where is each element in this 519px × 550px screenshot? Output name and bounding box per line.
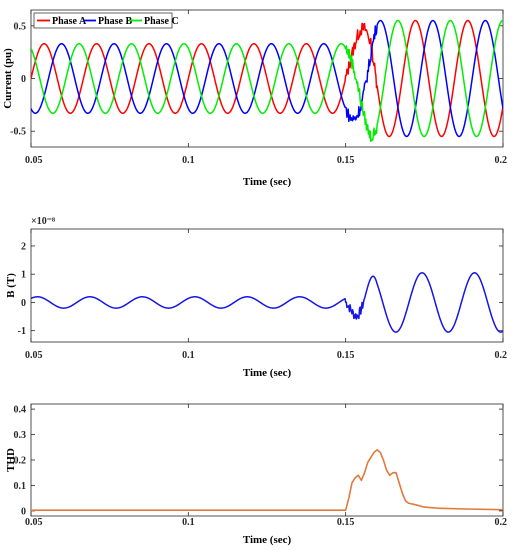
y-tick-label: 0 — [21, 74, 26, 85]
x-axis-label: Time (sec) — [243, 534, 292, 546]
legend-box — [33, 12, 173, 29]
legend-entry: Phase C — [144, 16, 179, 27]
y-multiplier-label: ×10⁻⁸ — [31, 216, 55, 227]
x-tick-label: 0.2 — [495, 155, 508, 166]
series-line-flux — [31, 272, 503, 333]
y-axis-label: B (T) — [5, 273, 17, 298]
y-tick-label: 0.2 — [14, 456, 27, 467]
x-tick-label: 0.15 — [337, 517, 355, 528]
series-line-phase-c — [31, 19, 503, 143]
y-tick-label: 0 — [21, 298, 26, 309]
x-tick-label: 0.2 — [495, 517, 508, 528]
y-axis-label: Current (pu) — [2, 48, 14, 109]
x-tick-label: 0.1 — [182, 517, 195, 528]
y-tick-label: 0.1 — [14, 481, 27, 492]
x-tick-label: 0.05 — [25, 155, 43, 166]
legend-entry: Phase A — [52, 16, 87, 27]
y-tick-label: 0.3 — [14, 430, 27, 441]
y-axis-label: THD — [5, 448, 17, 472]
x-tick-label: 0.2 — [495, 350, 508, 361]
y-tick-label: 2 — [21, 241, 26, 252]
x-tick-label: 0.1 — [182, 350, 195, 361]
x-axis-label: Time (sec) — [243, 176, 292, 188]
legend-entry: Phase B — [98, 16, 133, 27]
plot-frame-3 — [30, 403, 504, 517]
x-tick-label: 0.15 — [337, 155, 355, 166]
y-tick-label: -0.5 — [10, 127, 26, 138]
x-tick-label: 0.1 — [182, 155, 195, 166]
y-tick-label: -1 — [18, 326, 26, 337]
y-tick-label: 1 — [21, 270, 26, 281]
x-tick-label: 0.05 — [25, 350, 43, 361]
y-tick-label: 0.4 — [14, 405, 27, 416]
x-axis-label: Time (sec) — [243, 367, 292, 379]
series-line-thd — [31, 449, 503, 511]
y-tick-label: 0.5 — [14, 21, 27, 32]
x-tick-label: 0.15 — [337, 350, 355, 361]
y-tick-label: 0 — [21, 506, 26, 517]
series-line-phase-a — [31, 19, 503, 138]
x-tick-label: 0.05 — [25, 517, 43, 528]
series-line-phase-b — [31, 19, 503, 138]
plot-frame-2 — [30, 228, 504, 343]
